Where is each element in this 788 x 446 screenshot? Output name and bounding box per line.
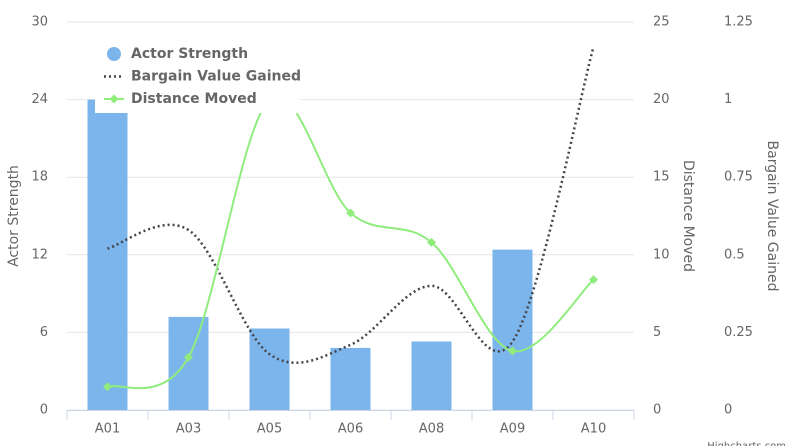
bar <box>330 347 371 410</box>
y3-tick-label: 1 <box>724 92 732 107</box>
y2-tick-label: 10 <box>653 247 670 262</box>
y2-tick-label: 0 <box>653 403 661 418</box>
y2-tick-label: 25 <box>653 15 670 30</box>
y-tick-label: 30 <box>31 15 48 30</box>
x-tick-label: A01 <box>95 422 120 437</box>
y-tick-label: 24 <box>31 92 48 107</box>
x-tick-label: A09 <box>500 422 525 437</box>
x-tick-label: A10 <box>581 422 606 437</box>
legend-box <box>95 38 300 113</box>
legend-label[interactable]: Actor Strength <box>131 46 248 62</box>
y-tick-label: 6 <box>40 325 48 340</box>
marker <box>184 352 193 362</box>
marker <box>103 382 112 392</box>
bar <box>168 316 209 410</box>
legend-symbol <box>107 47 121 61</box>
legend: Actor Strength Bargain Value Gained Distan… <box>95 38 301 113</box>
x-tick-label: A06 <box>338 422 363 437</box>
line <box>107 46 595 364</box>
bar <box>411 341 452 410</box>
y3-axis-title: Bargain Value Gained <box>764 141 780 292</box>
y2-axis-title: Distance Moved <box>680 160 696 272</box>
marker <box>346 208 355 218</box>
marker <box>508 346 517 356</box>
y-tick-label: 12 <box>31 247 48 262</box>
y3-tick-label: 0.25 <box>724 325 753 340</box>
x-tick-label: A05 <box>257 422 282 437</box>
credit: Highcharts.com <box>707 441 786 446</box>
x-tick-label: A03 <box>176 422 201 437</box>
x-tick-label: A08 <box>419 422 444 437</box>
y-tick-label: 18 <box>31 170 48 185</box>
y2-tick-label: 20 <box>653 92 670 107</box>
y3-tick-label: 0 <box>724 403 732 418</box>
y-axis-title: Actor Strength <box>6 165 22 267</box>
legend-label[interactable]: Bargain Value Gained <box>131 69 301 85</box>
bar <box>87 99 128 410</box>
y3-tick-label: 0.75 <box>724 170 753 185</box>
y2-tick-label: 5 <box>653 325 661 340</box>
bar <box>249 328 290 410</box>
y-tick-label: 0 <box>40 403 48 418</box>
marker <box>589 275 598 285</box>
legend-label[interactable]: Distance Moved <box>131 91 257 107</box>
bar <box>492 249 533 410</box>
y3-tick-label: 0.5 <box>724 247 745 262</box>
marker <box>427 237 436 247</box>
y3-tick-label: 1.25 <box>724 15 753 30</box>
y2-tick-label: 15 <box>653 170 670 185</box>
legend-symbol <box>109 94 119 104</box>
